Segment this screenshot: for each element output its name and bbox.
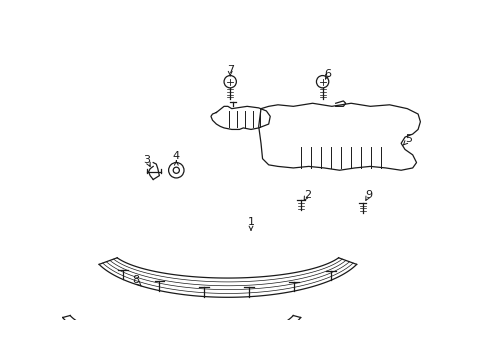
Text: 3: 3 [143, 155, 150, 165]
Text: 8: 8 [132, 275, 139, 285]
Text: 6: 6 [324, 69, 331, 79]
Text: 2: 2 [303, 190, 310, 200]
Text: 9: 9 [365, 190, 371, 200]
Text: 1: 1 [247, 217, 254, 227]
Text: 4: 4 [172, 150, 180, 161]
Text: 7: 7 [226, 65, 233, 75]
Text: 5: 5 [405, 134, 411, 144]
